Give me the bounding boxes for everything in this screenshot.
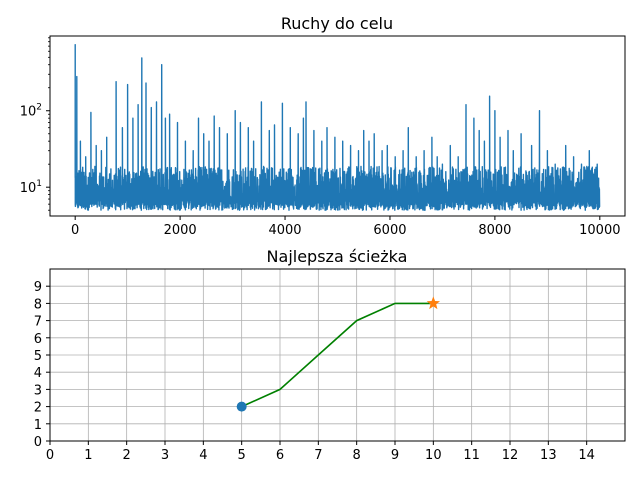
x-tick-label: 6000 xyxy=(373,223,406,238)
y-tick-label: 0 xyxy=(34,435,42,450)
x-tick-label: 4 xyxy=(199,448,207,463)
moves-chart: Ruchy do celu 0 2000 4000 6000 8000 10000 101… xyxy=(20,14,626,238)
moves-line xyxy=(74,44,601,211)
best-path-plot-frame xyxy=(49,268,626,442)
x-tick-label: 12 xyxy=(502,448,519,463)
moves-plot-frame xyxy=(49,35,626,217)
best-path-x-axis: 0 1 2 3 4 5 6 7 8 9 10 11 12 13 14 xyxy=(46,441,595,463)
x-tick-label: 2000 xyxy=(164,223,197,238)
x-tick-label: 8000 xyxy=(478,223,511,238)
moves-series xyxy=(74,44,601,211)
y-tick-label: 1 xyxy=(34,418,42,433)
x-tick-label: 2 xyxy=(123,448,131,463)
y-tick-exponent: 1 xyxy=(36,179,42,189)
x-tick-label: 3 xyxy=(161,448,169,463)
best-path-series xyxy=(241,302,434,408)
best-path-markers xyxy=(236,296,440,412)
y-tick-exponent: 2 xyxy=(36,103,42,113)
best-path-y-axis: 0 1 2 3 4 5 6 7 8 9 xyxy=(34,280,50,450)
moves-x-axis: 0 2000 4000 6000 8000 10000 xyxy=(71,216,620,238)
y-tick-label: 7 xyxy=(34,315,42,330)
y-tick-label: 3 xyxy=(34,383,42,398)
best-path-chart-title: Najlepsza ścieżka xyxy=(267,247,408,266)
x-tick-label: 6 xyxy=(276,448,284,463)
x-tick-label: 10 xyxy=(425,448,442,463)
y-tick-label: 5 xyxy=(34,349,42,364)
y-tick-label: 8 xyxy=(34,297,42,312)
moves-chart-title: Ruchy do celu xyxy=(281,14,393,33)
x-tick-label: 4000 xyxy=(268,223,301,238)
x-tick-label: 11 xyxy=(463,448,480,463)
x-tick-label: 8 xyxy=(353,448,361,463)
x-tick-label: 0 xyxy=(71,223,79,238)
y-tick-base: 10 xyxy=(20,181,37,196)
best-path-line xyxy=(241,302,434,408)
x-tick-label: 9 xyxy=(391,448,399,463)
y-tick-label: 101 xyxy=(20,179,42,196)
x-tick-label: 10000 xyxy=(579,223,620,238)
best-path-chart: Najlepsza ścieżka 0 1 2 3 4 5 6 7 8 9 10 11 12 13 14 0… xyxy=(34,247,626,463)
x-tick-label: 7 xyxy=(314,448,322,463)
y-tick-label: 4 xyxy=(34,366,42,381)
x-tick-label: 13 xyxy=(540,448,557,463)
x-tick-label: 14 xyxy=(578,448,595,463)
x-tick-label: 1 xyxy=(84,448,92,463)
y-tick-label: 102 xyxy=(20,103,42,120)
x-tick-label: 5 xyxy=(238,448,246,463)
y-tick-label: 9 xyxy=(34,280,42,295)
y-tick-label: 6 xyxy=(34,332,42,347)
goal-marker xyxy=(426,296,440,310)
y-tick-label: 2 xyxy=(34,401,42,416)
x-tick-label: 0 xyxy=(46,448,54,463)
y-tick-base: 10 xyxy=(20,105,37,120)
start-marker xyxy=(236,401,247,412)
